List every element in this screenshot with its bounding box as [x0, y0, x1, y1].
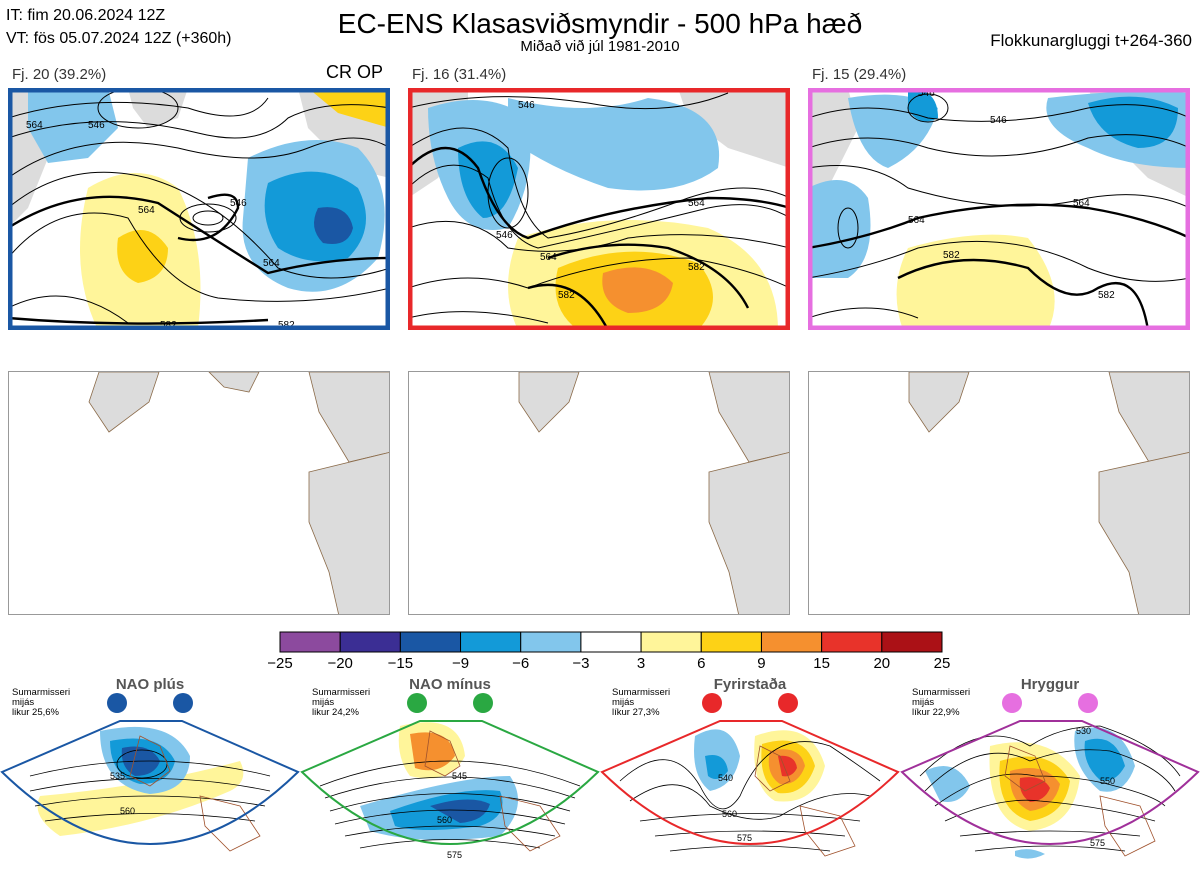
regime-mean: mijás — [912, 697, 935, 708]
regime-hryggur: Hryggur Sumarmisseri mijás líkur 22,9% 5… — [900, 676, 1200, 871]
svg-text:582: 582 — [688, 262, 705, 273]
regime-mean: mijás — [12, 697, 35, 708]
svg-text:546: 546 — [496, 230, 513, 241]
colorbar-segment — [399, 631, 462, 653]
regime-title: Fyrirstaða — [713, 676, 787, 693]
regime-fyrirstada: Fyrirstaða Sumarmisseri mijás líkur 27,3… — [600, 676, 900, 871]
regime-info: Sumarmisseri mijás likur 25,6% — [12, 688, 70, 718]
header-info: IT: fim 20.06.2024 12Z VT: fös 05.07.202… — [6, 4, 231, 50]
cluster-2-label: Fj. 16 (31.4%) — [412, 66, 507, 83]
regime-contour-2: 560 — [722, 809, 737, 819]
colorbar-segment — [520, 631, 582, 653]
regime-title: Hryggur — [1020, 676, 1080, 693]
regime-season: Sumarmisseri — [12, 687, 71, 698]
colorbar-segment — [460, 631, 522, 653]
regime-mean: mijás — [612, 697, 635, 708]
colorbar-tick: 25 — [933, 655, 951, 672]
regime-contour-3: 575 — [737, 833, 752, 843]
regime-contour-1: 545 — [452, 771, 467, 781]
colorbar-segment — [700, 631, 762, 653]
regime-contour-2: 550 — [1100, 776, 1115, 786]
colorbar-tick: −3 — [572, 655, 590, 672]
svg-text:582: 582 — [943, 250, 960, 261]
colorbar-segment — [881, 631, 943, 653]
svg-text:546: 546 — [990, 115, 1007, 126]
empty-map-2 — [408, 371, 790, 615]
cluster-3-map: 546 564 564 582 582 546 — [808, 88, 1190, 330]
svg-text:564: 564 — [138, 205, 155, 216]
colorbar-tick: −20 — [327, 655, 353, 672]
regime-probability: líkur 22,9% — [912, 707, 960, 718]
regime-nao-minus: NAO mínus Sumarmisseri mijás likur 24,2%… — [300, 676, 600, 871]
regime-season: Sumarmisseri — [612, 687, 671, 698]
svg-text:582: 582 — [160, 320, 177, 330]
page-subtitle: Miðað við júl 1981-2010 — [520, 38, 680, 55]
cluster-3-label: Fj. 15 (29.4%) — [812, 66, 907, 83]
colorbar-tick: −25 — [267, 655, 293, 672]
regime-contour-1: 535 — [110, 771, 125, 781]
regime-info: Sumarmisseri mijás líkur 22,9% — [912, 688, 970, 718]
page-title: EC-ENS Klasasviðsmyndir - 500 hPa hæð — [337, 8, 863, 39]
it-line: IT: fim 20.06.2024 12Z — [6, 7, 166, 24]
regime-contour-2: 560 — [437, 815, 452, 825]
colorbar-tick: −6 — [512, 655, 530, 672]
svg-text:546: 546 — [230, 198, 247, 209]
svg-text:564: 564 — [263, 258, 280, 269]
svg-text:564: 564 — [1073, 198, 1090, 209]
regime-mean: mijás — [312, 697, 335, 708]
regime-probability: likur 25,6% — [12, 707, 59, 718]
colorbar-tick: 3 — [636, 655, 646, 672]
regime-contour-3: 575 — [1090, 838, 1105, 848]
colorbar-tick: 9 — [757, 655, 766, 672]
regime-contour-3: 575 — [447, 850, 462, 860]
regime-info: Sumarmisseri mijás likur 24,2% — [312, 688, 370, 718]
regime-title: NAO mínus — [409, 676, 491, 693]
colorbar-segment — [821, 631, 883, 653]
colorbar-segment — [760, 631, 823, 653]
cluster-1-map: 564 546 564 564 582 582 546 — [8, 88, 390, 330]
svg-text:564: 564 — [540, 252, 557, 263]
colorbar — [279, 631, 943, 658]
svg-text:546: 546 — [88, 120, 105, 131]
regime-contour-2: 560 — [120, 806, 135, 816]
svg-text:564: 564 — [908, 215, 925, 226]
regime-nao-plus: NAO plús Sumarmisseri mijás likur 25,6% … — [0, 676, 300, 871]
colorbar-segment — [580, 631, 642, 653]
regime-title: NAO plús — [115, 676, 185, 693]
svg-text:582: 582 — [278, 320, 295, 330]
vt-line: VT: fös 05.07.2024 12Z (+360h) — [6, 30, 232, 47]
svg-text:582: 582 — [558, 290, 575, 301]
regime-contour-1: 530 — [1076, 726, 1091, 736]
cluster-2-map: 546 546 564 564 582 582 — [408, 88, 790, 330]
regime-season: Sumarmisseri — [312, 687, 371, 698]
empty-map-1 — [8, 371, 390, 615]
empty-map-3 — [808, 371, 1190, 615]
colorbar-tick: 15 — [813, 655, 830, 672]
regime-probability: likur 24,2% — [312, 707, 359, 718]
svg-text:564: 564 — [688, 198, 705, 209]
colorbar-tick: 6 — [697, 655, 706, 672]
cluster-1-label: Fj. 20 (39.2%) — [12, 66, 107, 83]
colorbar-segment — [339, 631, 401, 653]
colorbar-tick: −9 — [451, 655, 470, 672]
colorbar-segment — [279, 631, 341, 653]
regime-contour-1: 540 — [718, 773, 733, 783]
regime-season: Sumarmisseri — [912, 687, 971, 698]
regime-info: Sumarmisseri mijás líkur 27,3% — [612, 688, 670, 718]
colorbar-segment — [640, 631, 702, 653]
svg-text:546: 546 — [518, 100, 535, 111]
svg-text:582: 582 — [1098, 290, 1115, 301]
svg-text:546: 546 — [918, 88, 935, 99]
svg-text:564: 564 — [26, 120, 43, 131]
colorbar-tick: −15 — [387, 655, 414, 672]
regime-probability: líkur 27,3% — [612, 707, 660, 718]
colorbar-tick: 20 — [873, 655, 891, 672]
window-label: Flokkunargluggi t+264-360 — [990, 31, 1192, 50]
crop-label: CR OP — [326, 62, 384, 82]
